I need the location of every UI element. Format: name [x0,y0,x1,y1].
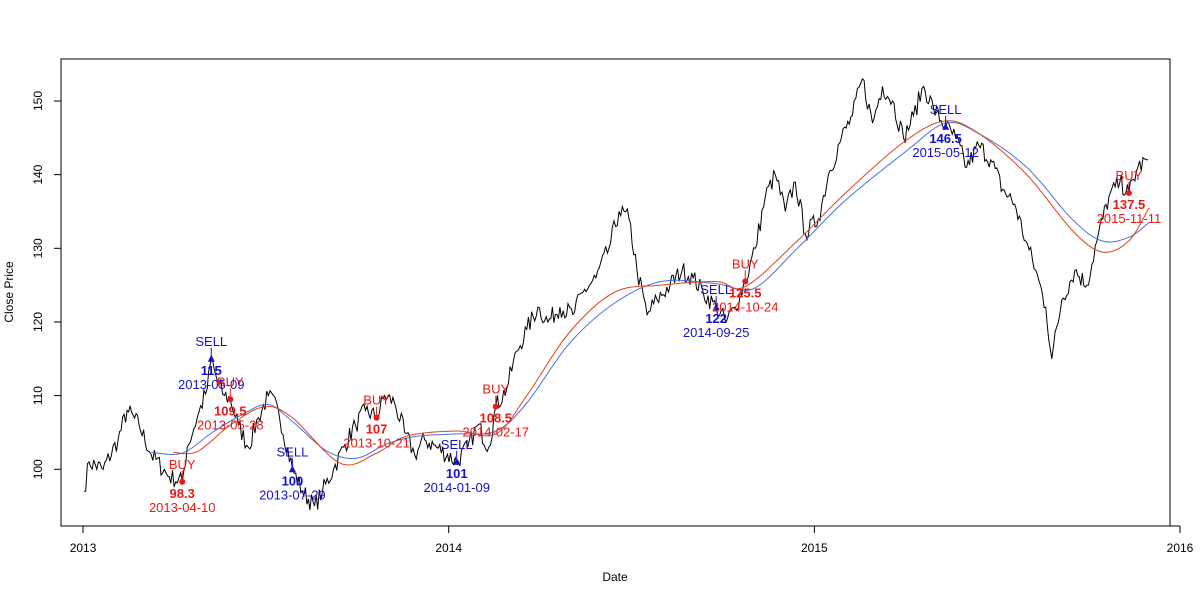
signal-date-label: 2013-05-09 [178,377,245,392]
signal-type-label: SELL [195,334,227,349]
buy-marker [492,403,499,410]
signal-type-label: SELL [930,102,962,117]
moving-average-red-line [173,120,1150,466]
signal-price-label: 122 [705,311,727,326]
signal-type-label: BUY [1116,168,1143,183]
series-layer [83,78,1150,511]
buy-marker [227,396,234,403]
y-tick-label: 140 [31,164,45,184]
signal-date-label: 2013-07-29 [259,487,326,502]
buy-marker [1125,190,1132,197]
signal-price-label: 137.5 [1113,197,1146,212]
signal-date-label: 2014-09-25 [683,325,750,340]
signal-date-label: 2013-10-21 [343,436,410,451]
sell-marker [712,303,720,311]
buy-marker [179,478,186,485]
buy-marker [742,278,749,285]
signal-date-label: 2015-05-12 [912,145,979,160]
signal-price-label: 115 [201,363,222,378]
y-tick-label: 110 [31,386,45,405]
moving-average-blue-line [151,121,1150,460]
close-price-line [83,78,1149,511]
signal-date-label: 2014-10-24 [712,299,779,314]
signal-price-label: 146.5 [929,131,962,146]
signal-type-label: SELL [277,444,309,459]
x-axis-title: Date [602,570,628,584]
signal-price-label: 109.5 [214,403,247,418]
signal-layer: BUY98.32013-04-10SELL1152013-05-09BUY109… [149,102,1161,515]
y-axis: 100 110 120 130 140 150 [31,91,62,479]
signal-price-label: 125.5 [729,285,762,300]
y-tick-label: 130 [31,238,45,258]
y-tick-label: 100 [31,459,45,479]
x-tick-label: 2013 [70,541,97,555]
signal-date-label: 2014-01-09 [423,480,490,495]
signal-date-label: 2015-11-11 [1097,211,1162,226]
signal-price-label: 100 [282,473,304,488]
signal-date-label: 2013-04-10 [149,500,216,515]
sell-marker [207,354,215,362]
x-axis: 2013 2014 2015 2016 [70,525,1194,555]
signal-type-label: BUY [169,457,196,472]
sell-marker [453,457,461,465]
signal-date-label: 2014-02-17 [463,425,530,440]
plot-frame [60,58,1171,527]
y-tick-label: 120 [31,312,45,332]
signal-type-label: BUY [482,382,509,397]
signal-type-label: BUY [217,374,244,389]
signal-price-label: 98.3 [170,486,195,501]
sell-marker [942,122,950,130]
x-tick-label: 2015 [801,541,828,555]
x-tick-label: 2014 [435,541,462,555]
signal-price-label: 107 [366,422,388,437]
signal-price-label: 101 [446,466,468,481]
signal-type-label: BUY [363,393,390,408]
sell-marker [288,465,296,473]
signal-date-label: 2013-05-28 [197,417,264,432]
signal-price-label: 108.5 [480,411,513,426]
y-axis-title: Close Price [2,261,16,323]
signal-type-label: BUY [732,256,759,271]
x-tick-label: 2016 [1167,541,1194,555]
y-tick-label: 150 [31,91,45,111]
buy-marker [373,414,380,421]
signal-type-label: SELL [441,437,473,452]
signal-type-label: SELL [700,282,732,297]
